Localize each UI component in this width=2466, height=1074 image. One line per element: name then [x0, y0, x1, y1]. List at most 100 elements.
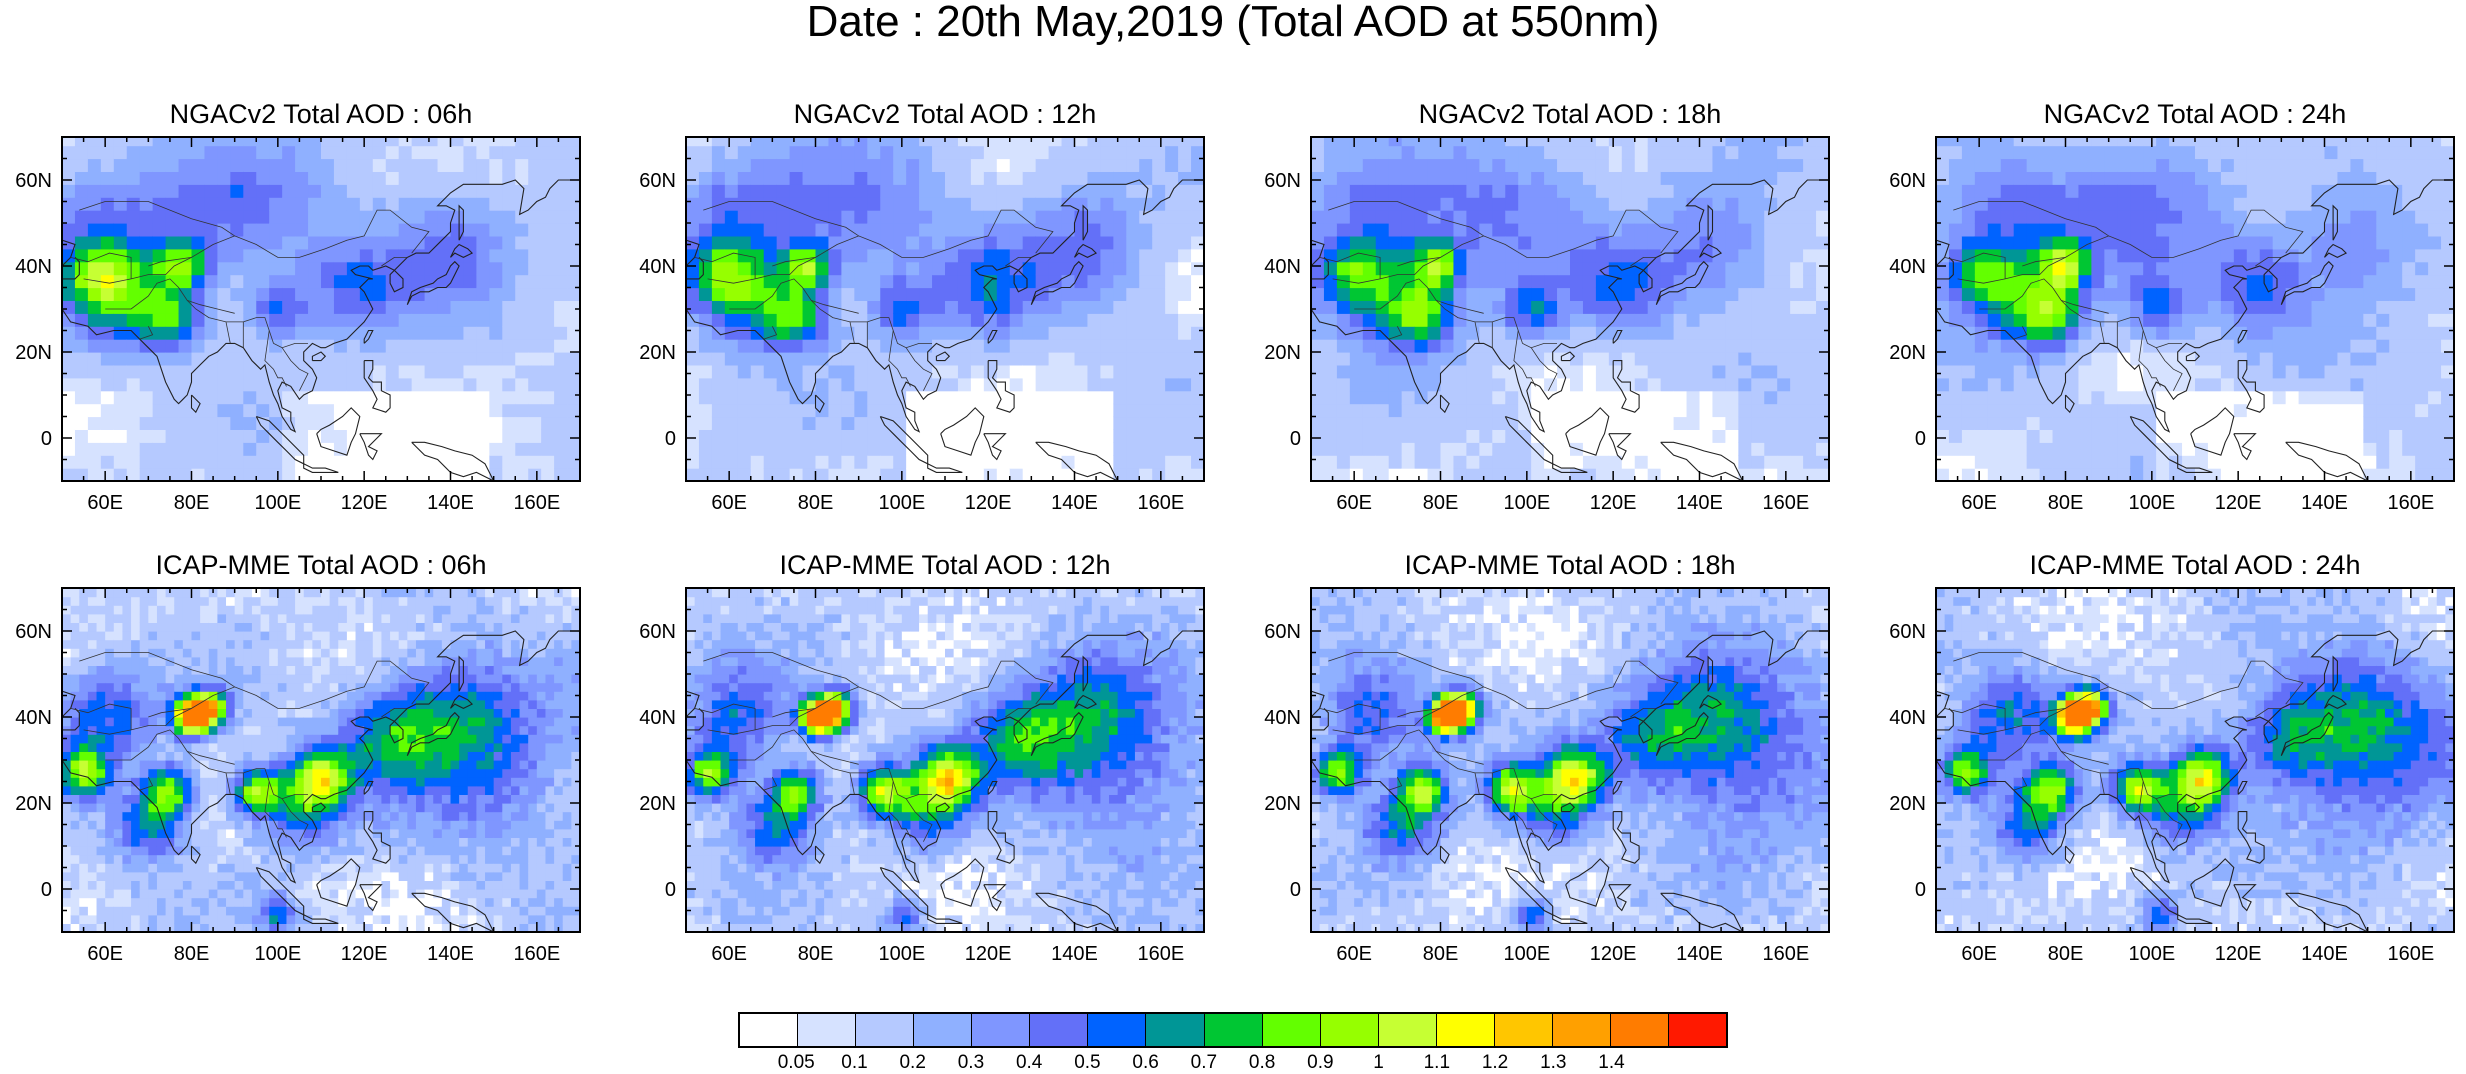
x-tick-label: 80E: [174, 943, 210, 965]
y-tick-label: 60N: [1264, 170, 1301, 192]
x-tick-label: 140E: [1676, 492, 1723, 514]
x-tick-label: 160E: [513, 492, 560, 514]
y-tick-label: 0: [665, 879, 676, 901]
x-tick-label: 120E: [2215, 943, 2262, 965]
x-tick-label: 100E: [2128, 943, 2175, 965]
y-tick-label: 40N: [1889, 707, 1926, 729]
x-tick-label: 140E: [1676, 943, 1723, 965]
x-tick-label: 140E: [427, 492, 474, 514]
x-tick-label: 160E: [1762, 943, 1809, 965]
x-tick-label: 80E: [1423, 492, 1459, 514]
y-tick-label: 60N: [639, 170, 676, 192]
x-tick-label: 60E: [711, 943, 747, 965]
y-tick-label: 20N: [1889, 342, 1926, 364]
y-tick-label: 20N: [15, 342, 52, 364]
aod-field: [1311, 133, 1830, 482]
y-tick-label: 0: [41, 428, 52, 450]
y-tick-label: 60N: [1889, 170, 1926, 192]
x-tick-label: 160E: [2387, 943, 2434, 965]
x-tick-label: 140E: [1051, 943, 1098, 965]
y-tick-label: 40N: [15, 256, 52, 278]
y-tick-label: 20N: [1264, 793, 1301, 815]
y-tick-label: 60N: [1889, 621, 1926, 643]
x-tick-label: 160E: [1762, 492, 1809, 514]
x-tick-label: 60E: [711, 492, 747, 514]
x-tick-label: 120E: [2215, 492, 2262, 514]
y-tick-label: 40N: [15, 707, 52, 729]
y-tick-label: 20N: [1264, 342, 1301, 364]
x-tick-label: 60E: [1961, 492, 1997, 514]
y-tick-label: 40N: [1264, 256, 1301, 278]
x-tick-label: 120E: [965, 492, 1012, 514]
x-tick-label: 80E: [798, 943, 834, 965]
y-tick-label: 40N: [1264, 707, 1301, 729]
x-tick-label: 120E: [1590, 943, 1637, 965]
y-tick-label: 20N: [639, 793, 676, 815]
x-tick-label: 160E: [2387, 492, 2434, 514]
colorbar-swatch: [740, 1014, 798, 1046]
x-tick-label: 100E: [1503, 943, 1550, 965]
y-tick-label: 0: [1290, 879, 1301, 901]
x-tick-label: 120E: [341, 492, 388, 514]
panel-title: ICAP-MME Total AOD : 06h: [155, 550, 486, 580]
y-tick-label: 60N: [1264, 621, 1301, 643]
x-tick-label: 140E: [427, 943, 474, 965]
panel-title: NGACv2 Total AOD : 24h: [2044, 99, 2347, 129]
colorbar-swatch: [1030, 1014, 1088, 1046]
y-tick-label: 20N: [639, 342, 676, 364]
colorbar-swatch: [1146, 1014, 1204, 1046]
x-tick-label: 80E: [798, 492, 834, 514]
colorbar-swatch: [1495, 1014, 1553, 1046]
x-tick-label: 60E: [1961, 943, 1997, 965]
colorbar-swatch: [1088, 1014, 1146, 1046]
map-panel-ngac-18: NGACv2 Total AOD : 18h 60E 80E 100E 120E 140E…: [1264, 99, 1829, 514]
aod-field: [686, 588, 1205, 933]
x-tick-label: 140E: [2301, 492, 2348, 514]
x-tick-label: 120E: [341, 943, 388, 965]
y-tick-label: 40N: [639, 707, 676, 729]
x-tick-label: 120E: [1590, 492, 1637, 514]
x-tick-label: 80E: [2048, 492, 2084, 514]
panel-title: ICAP-MME Total AOD : 12h: [779, 550, 1110, 580]
y-tick-label: 0: [1290, 428, 1301, 450]
colorbar-swatch: [856, 1014, 914, 1046]
x-tick-label: 100E: [254, 943, 301, 965]
y-tick-label: 60N: [15, 621, 52, 643]
panel-title: NGACv2 Total AOD : 12h: [794, 99, 1097, 129]
aod-field: [1311, 588, 1830, 933]
aod-field: [1936, 588, 2455, 933]
y-tick-label: 20N: [1889, 793, 1926, 815]
aod-field: [1936, 133, 2455, 482]
colorbar-swatch: [1669, 1014, 1726, 1046]
colorbar-swatch: [1553, 1014, 1611, 1046]
x-tick-label: 60E: [1336, 492, 1372, 514]
y-tick-label: 60N: [15, 170, 52, 192]
panel-title: NGACv2 Total AOD : 18h: [1419, 99, 1722, 129]
y-tick-label: 0: [665, 428, 676, 450]
aod-field: [62, 133, 581, 482]
x-tick-label: 100E: [878, 492, 925, 514]
x-tick-label: 60E: [87, 943, 123, 965]
x-tick-label: 140E: [1051, 492, 1098, 514]
x-tick-label: 100E: [878, 943, 925, 965]
colorbar-swatch: [1437, 1014, 1495, 1046]
x-tick-label: 100E: [1503, 492, 1550, 514]
x-tick-label: 160E: [1137, 943, 1184, 965]
y-tick-label: 20N: [15, 793, 52, 815]
x-tick-label: 140E: [2301, 943, 2348, 965]
y-tick-label: 0: [41, 879, 52, 901]
colorbar-swatch: [1321, 1014, 1379, 1046]
colorbar-swatch: [1379, 1014, 1437, 1046]
map-panel-ngac-24: NGACv2 Total AOD : 24h 60E 80E 100E 120E 140E…: [1889, 99, 2454, 514]
y-tick-label: 40N: [639, 256, 676, 278]
x-tick-label: 160E: [513, 943, 560, 965]
panel-title: ICAP-MME Total AOD : 18h: [1404, 550, 1735, 580]
y-tick-label: 40N: [1889, 256, 1926, 278]
x-tick-label: 100E: [2128, 492, 2175, 514]
x-tick-label: 60E: [1336, 943, 1372, 965]
